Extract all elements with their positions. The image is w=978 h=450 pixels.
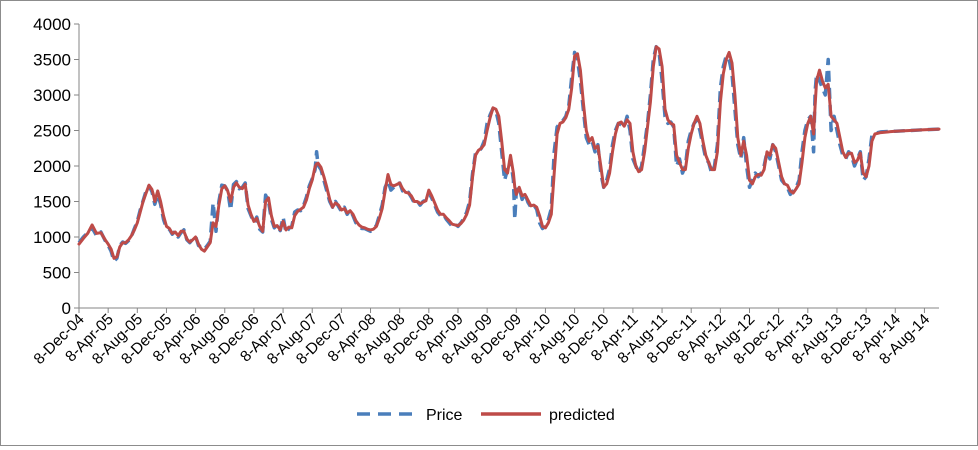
- y-tick-label: 1500: [33, 193, 71, 212]
- y-tick-label: 0: [62, 299, 71, 318]
- legend: Price predicted: [357, 407, 615, 424]
- y-tick-label: 4000: [33, 15, 71, 34]
- y-tick-label: 3000: [33, 86, 71, 105]
- y-axis: 0 500 1000 1500 2000 2500 3000 3500 4000: [33, 15, 80, 318]
- y-tick-label: 1000: [33, 228, 71, 247]
- x-axis: 8-Dec-048-Apr-058-Aug-058-Dec-058-Apr-06…: [31, 307, 939, 368]
- y-tick-label: 3500: [33, 51, 71, 70]
- y-tick-label: 2500: [33, 122, 71, 141]
- series-line-price: [77, 44, 940, 263]
- legend-label-predicted: predicted: [549, 407, 615, 424]
- legend-label-price: Price: [426, 407, 463, 424]
- series-line-predicted: [77, 45, 941, 260]
- y-tick-label: 2000: [33, 157, 71, 176]
- y-tick-label: 500: [43, 264, 71, 283]
- series-layer: [77, 44, 941, 263]
